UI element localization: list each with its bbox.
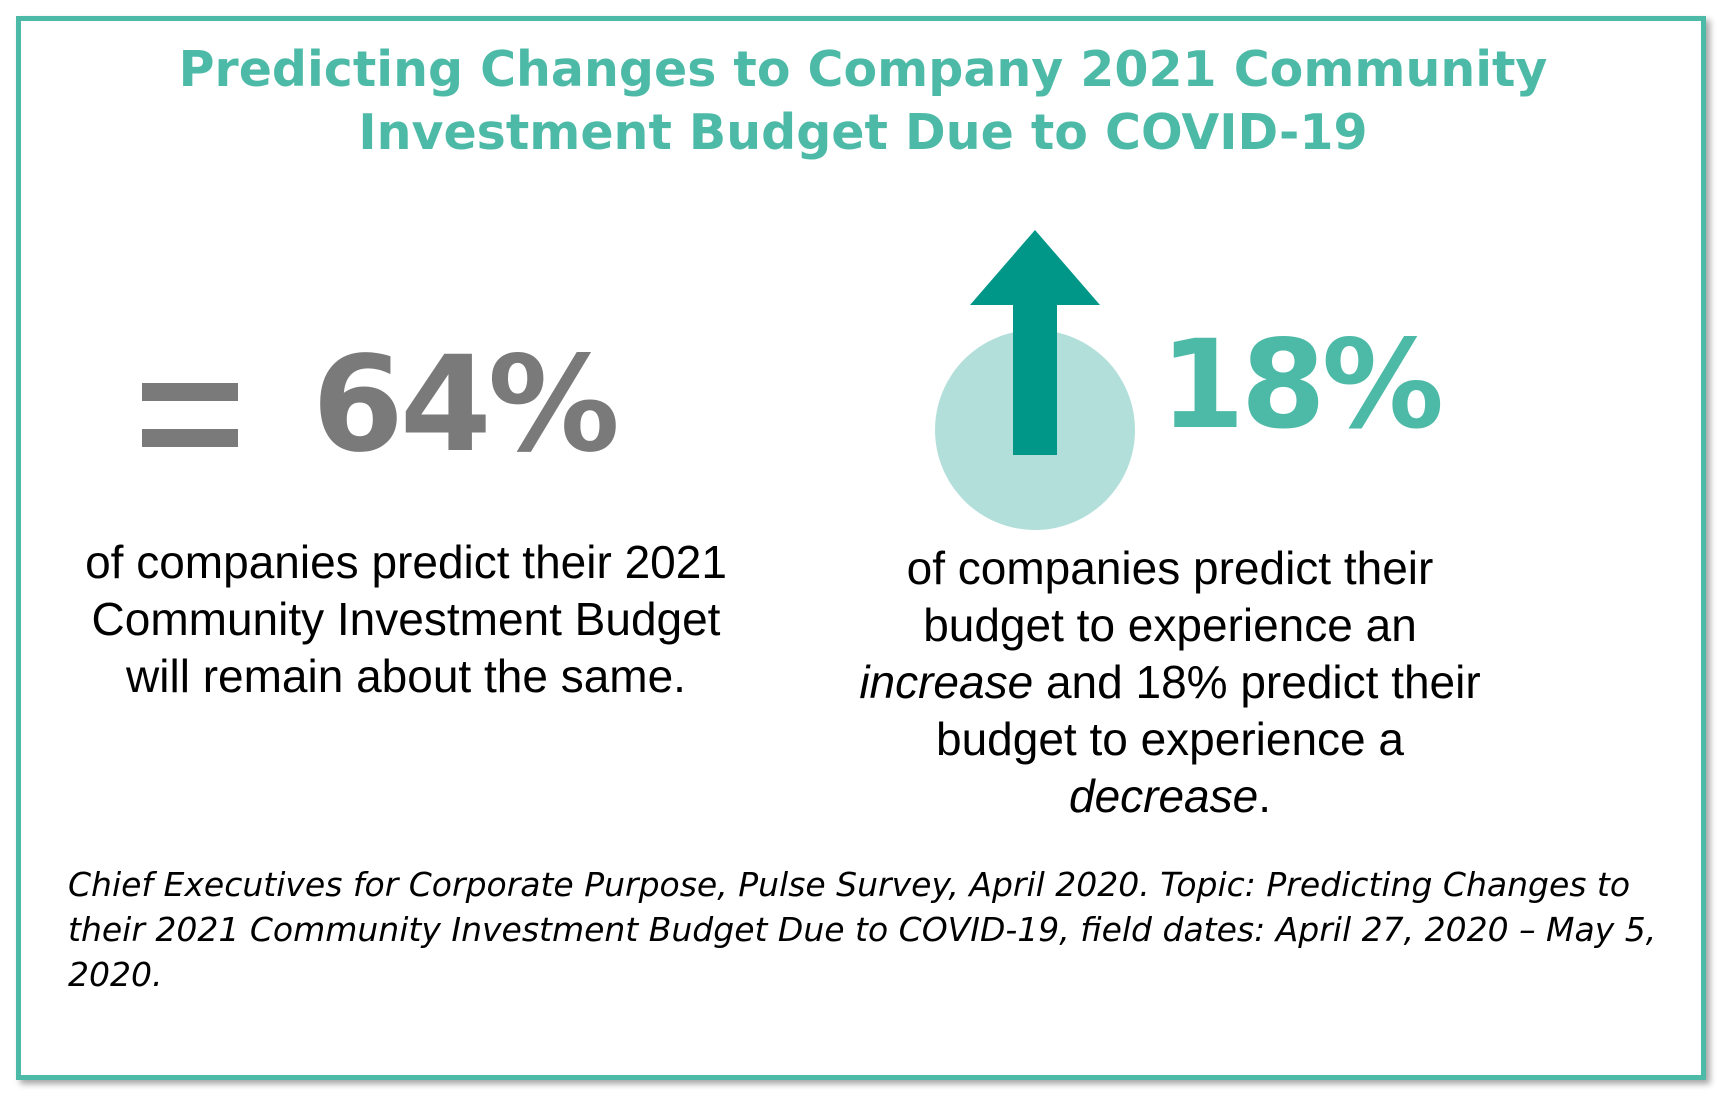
page-title: Predicting Changes to Company 2021 Commu… xyxy=(0,38,1726,164)
stat-value-increase: 18% xyxy=(1160,314,1444,456)
desc-change-line-3: increase and 18% predict their xyxy=(820,654,1520,711)
source-line-3: 2020. xyxy=(68,955,163,994)
infographic-frame xyxy=(16,16,1706,1080)
desc-change-line-3-rest: and 18% predict their xyxy=(1033,656,1481,708)
stat-description-change: of companies predict their budget to exp… xyxy=(820,540,1520,825)
desc-change-line-4: budget to experience a xyxy=(935,713,1405,765)
stat-description-same: of companies predict their 2021 Communit… xyxy=(56,534,756,705)
desc-same-line-3: will remain about the same. xyxy=(126,650,686,702)
desc-change-line-2: budget to experience an xyxy=(923,599,1417,651)
decrease-word: decrease xyxy=(1068,770,1259,822)
equals-bar-top xyxy=(142,383,238,401)
source-citation: Chief Executives for Corporate Purpose, … xyxy=(68,862,1658,997)
title-line-2: Investment Budget Due to COVID-19 xyxy=(358,104,1368,161)
arrow-shaft xyxy=(1013,297,1057,455)
stat-value-same: 64% xyxy=(312,328,620,482)
title-line-1: Predicting Changes to Company 2021 Commu… xyxy=(178,41,1548,98)
source-line-2: their 2021 Community Investment Budget D… xyxy=(68,910,1657,949)
desc-same-line-2: Community Investment Budget xyxy=(91,593,721,645)
desc-change-line-1: of companies predict their xyxy=(906,542,1434,594)
desc-same-line-1: of companies predict their 2021 xyxy=(85,536,727,588)
equals-bar-bottom xyxy=(142,429,238,447)
increase-word: increase xyxy=(859,656,1034,708)
source-line-1: Chief Executives for Corporate Purpose, … xyxy=(68,865,1631,904)
equals-icon xyxy=(142,383,238,447)
desc-change-line-5-rest: . xyxy=(1258,770,1271,822)
arrow-up-icon xyxy=(935,230,1135,530)
desc-change-line-5: decrease. xyxy=(820,768,1520,825)
arrow-head xyxy=(970,230,1100,305)
